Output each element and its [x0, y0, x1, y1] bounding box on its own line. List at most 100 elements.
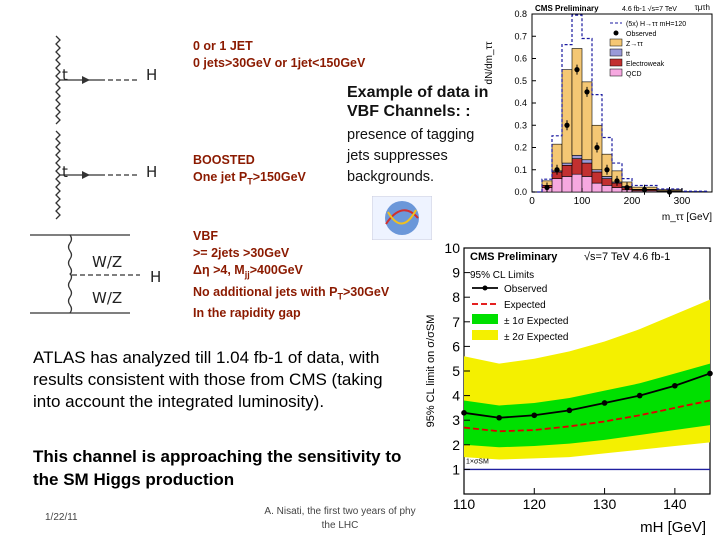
x-tick-label: 120	[523, 496, 547, 512]
gluon-line-upper	[55, 35, 61, 81]
gluon-line-upper	[55, 130, 61, 176]
bar-electroweak	[601, 178, 613, 186]
diagram-label-t: t	[62, 163, 68, 181]
y-axis-label: 95% CL limit on σ/σSM	[425, 315, 437, 428]
x-tick-label: 100	[574, 196, 591, 207]
observed-point	[614, 178, 620, 184]
observed-point	[584, 89, 590, 95]
bar-qcd	[611, 187, 623, 193]
feynman-ggf-diagram-2	[55, 130, 140, 220]
bar-qcd	[601, 185, 613, 193]
y-tick-label: 6	[452, 338, 460, 354]
boson-line-lower	[67, 272, 73, 314]
y-tick-label: 3	[452, 412, 460, 428]
chart-lumi: √s=7 TeV 4.6 fb-1	[584, 251, 670, 263]
y-tick-label: 0.5	[514, 76, 527, 86]
bar-qcd	[591, 182, 603, 193]
footer-credit: A. Nisati, the first two years of phy th…	[264, 506, 416, 531]
legend-swatch-2sigma	[472, 330, 498, 340]
observed-point	[461, 410, 467, 416]
bar-tt	[591, 169, 603, 173]
y-tick-label: 2	[452, 437, 460, 453]
x-tick-label: 300	[674, 196, 691, 207]
observed-point	[666, 189, 673, 195]
feynman-ggf-diagram-1	[55, 35, 140, 125]
chart-channel: τμτh	[695, 3, 710, 12]
y-tick-label: 0.6	[514, 54, 527, 64]
diagram-label-h: H	[146, 163, 158, 181]
bar-qcd	[561, 176, 573, 193]
y-tick-label: 4	[452, 388, 460, 404]
y-tick-label: 5	[452, 363, 460, 379]
observed-point	[554, 167, 560, 173]
diagram-label-h: H	[150, 268, 162, 286]
signal-outline	[532, 14, 707, 193]
cms-logo	[372, 196, 432, 240]
x-axis-label: mH [GeV]	[640, 519, 706, 536]
legend-swatch	[613, 30, 619, 36]
chart-title: CMS Preliminary	[470, 251, 558, 263]
x-tick-label: 0	[529, 196, 535, 207]
gluon-line-lower	[55, 174, 61, 220]
bar-tt	[581, 159, 593, 164]
bar-z	[581, 81, 593, 161]
x-tick-label: 110	[453, 496, 476, 512]
diagram-label-wz-upper: W/Z	[92, 253, 123, 271]
diagram-label-t: t	[62, 66, 68, 84]
bar-electroweak	[591, 171, 603, 184]
bar-electroweak	[571, 158, 583, 175]
y-tick-label: 8	[452, 289, 460, 305]
y-tick-label: 0.2	[514, 143, 527, 153]
legend-entry: ± 2σ Expected	[504, 332, 568, 343]
example-caption: Example of data in VBF Channels: :	[347, 84, 489, 120]
legend-entry: Expected	[504, 300, 546, 311]
observed-point	[574, 67, 580, 73]
y-tick-label: 7	[452, 314, 460, 330]
observed-point	[594, 144, 600, 151]
legend-swatch	[609, 68, 623, 77]
observed-point	[601, 400, 608, 406]
legend-entry: Observed	[504, 284, 547, 295]
sensitivity-paragraph: This channel is approaching the sensitiv…	[33, 447, 402, 489]
x-axis-label: m_ττ [GeV]	[662, 212, 712, 223]
observed-point	[544, 184, 550, 191]
bar-z	[561, 69, 573, 164]
observed-line	[463, 372, 711, 419]
category-vbf: VBF >= 2jets >30GeV Δη >4, Mjj>400GeV No…	[193, 229, 390, 320]
atlas-paragraph: ATLAS has analyzed till 1.04 fb-1 of dat…	[33, 348, 383, 411]
legend-entry: QCD	[626, 71, 642, 78]
observed-point	[604, 167, 610, 173]
observed-point	[707, 370, 713, 377]
legend-swatch-1sigma	[472, 314, 498, 324]
legend-entry: tt	[626, 51, 630, 58]
y-tick-label: 0.7	[514, 31, 527, 41]
observed-point	[564, 122, 570, 128]
chart-lumi: 4.6 fb-1 √s=7 TeV	[622, 5, 677, 13]
bar-tt	[561, 162, 573, 166]
y-tick-label: 10	[444, 240, 460, 256]
x-tick-label: 140	[663, 496, 687, 512]
x-tick-label: 200	[624, 196, 641, 207]
bar-qcd	[551, 178, 563, 193]
y-tick-label: 9	[452, 265, 460, 281]
category-zero-one-jet: 0 or 1 JET 0 jets>30GeV or 1jet<150GeV	[193, 39, 366, 70]
bar-tt	[571, 154, 583, 159]
legend-entry: Electroweak	[626, 61, 665, 68]
bar-electroweak	[561, 165, 573, 177]
y-tick-label: 1	[452, 461, 460, 477]
bar-z	[571, 48, 583, 156]
x-tick-label: 130	[593, 496, 617, 512]
chart-title: CMS Preliminary	[535, 4, 599, 13]
category-boosted: BOOSTED One jet PT>150GeV	[193, 153, 306, 187]
cross-section-limit-chart: 1×σSM 1 2 3 4 5 6 7 8 9 10 110 120 130 140 mH [GeV] 95% …	[425, 240, 713, 536]
observed-point	[566, 407, 573, 414]
legend-entry: Observed	[626, 31, 656, 38]
observed-point	[624, 184, 630, 191]
footer-date: 1/22/11	[45, 512, 78, 523]
gluon-line-lower	[55, 79, 61, 125]
mtautau-distribution-chart: 0.0 0.1 0.2 0.3 0.4 0.5 0.6 0.7 0.8 0 100 200 300 m_τ…	[484, 3, 713, 223]
observed-point	[672, 382, 678, 389]
y-tick-label: 0.1	[514, 165, 527, 175]
y-axis-label: dN/dm_ττ	[484, 41, 495, 84]
legend-swatch	[609, 38, 623, 47]
